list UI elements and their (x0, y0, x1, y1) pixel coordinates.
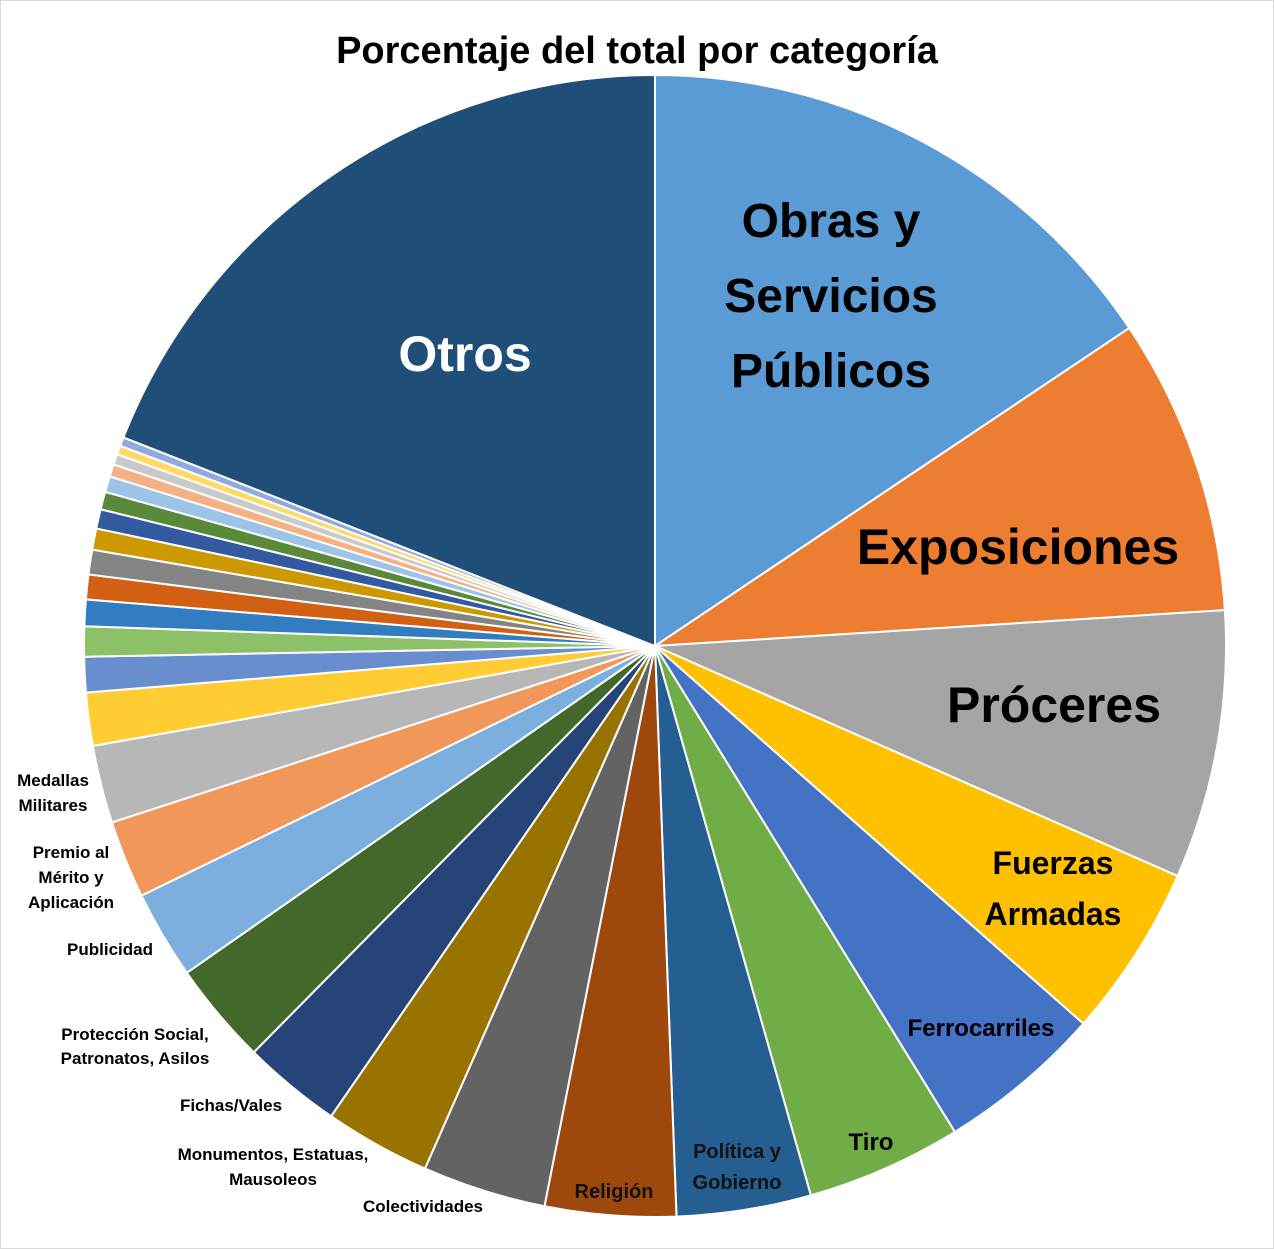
slice-label: Fichas/Vales (180, 1096, 282, 1115)
slice-label: Protección Social, (61, 1025, 208, 1044)
slice-label: Mausoleos (229, 1170, 317, 1189)
pie-slice (651, 326, 1226, 648)
slice-label: Obras y (742, 195, 921, 248)
slice-label: Patronatos, Asilos (61, 1049, 210, 1068)
slice-label: Premio al (33, 843, 110, 862)
slice-label: Monumentos, Estatuas, (178, 1145, 369, 1164)
slice-label: Armadas (985, 896, 1122, 932)
pie-slice (654, 645, 1085, 1134)
slice-label: Exposiciones (857, 519, 1179, 575)
pie-slice (654, 73, 1131, 648)
slice-label: Servicios (724, 270, 937, 323)
slice-label: Fuerzas (993, 845, 1114, 881)
slice-label: Gobierno (693, 1172, 782, 1194)
slice-label: Próceres (947, 677, 1161, 733)
slice-label: Aplicación (28, 893, 114, 912)
chart-title: Porcentaje del total por categoría (336, 30, 939, 72)
pie-slice (654, 645, 1179, 1026)
slice-label: Publicidad (67, 940, 153, 959)
slice-label: Públicos (731, 345, 931, 398)
pie-slice (654, 609, 1227, 878)
slice-label: Política y (693, 1141, 782, 1163)
pie-slice (122, 73, 656, 648)
slice-label: Tiro (849, 1129, 894, 1156)
slice-label: Colectividades (363, 1197, 483, 1216)
slice-label: Religión (575, 1181, 654, 1203)
slice-label: Otros (398, 326, 531, 382)
slice-label: Ferrocarriles (908, 1015, 1055, 1042)
slice-label: Medallas (17, 771, 89, 790)
slice-label: Mérito y (38, 868, 104, 887)
slice-label: Militares (19, 796, 88, 815)
